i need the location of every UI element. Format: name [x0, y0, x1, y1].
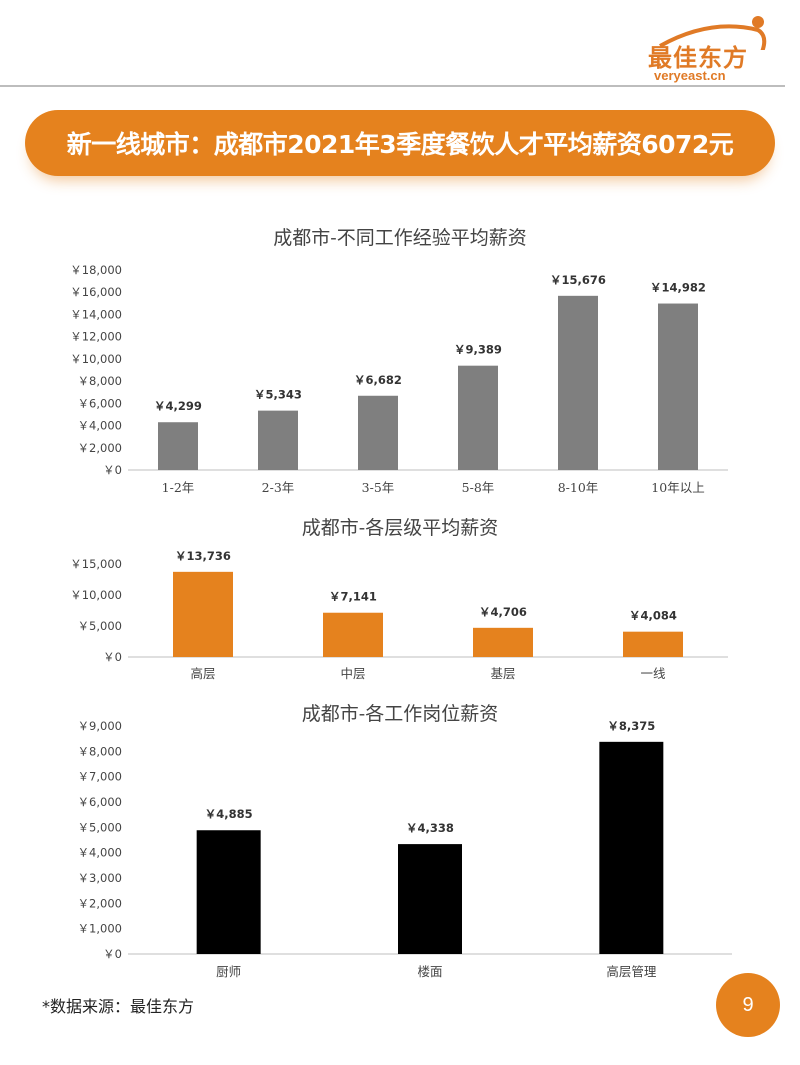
logo-swoosh-icon	[659, 16, 767, 50]
y-tick-label: ￥10,000	[70, 588, 122, 602]
headline-banner: 新一线城市：成都市2021年3季度餐饮人才平均薪资6072元	[25, 110, 775, 176]
y-tick-label: ￥18,000	[70, 263, 122, 277]
bar	[196, 830, 261, 954]
bar	[173, 571, 233, 657]
y-tick-label: ￥12,000	[70, 330, 122, 344]
bar	[599, 741, 664, 954]
chart-title: 成都市-不同工作经验平均薪资	[273, 227, 526, 249]
y-tick-label: ￥2,000	[78, 896, 122, 910]
x-category-label: 中层	[340, 666, 365, 681]
x-category-label: 5-8年	[462, 480, 495, 495]
y-tick-label: ￥6,000	[78, 795, 122, 809]
data-label: ￥6,682	[354, 373, 402, 387]
chart-title: 成都市-各工作岗位薪资	[302, 703, 498, 725]
x-category-label: 1-2年	[162, 480, 195, 495]
data-label: ￥4,084	[629, 609, 677, 623]
y-tick-label: ￥3,000	[78, 871, 122, 885]
bar	[658, 303, 698, 470]
data-label: ￥4,338	[406, 821, 454, 835]
bar	[623, 631, 683, 657]
data-label: ￥15,676	[550, 273, 606, 287]
y-tick-label: ￥0	[103, 947, 122, 961]
y-tick-label: ￥7,000	[78, 770, 122, 784]
y-tick-label: ￥2,000	[78, 441, 122, 455]
x-category-label: 高层管理	[606, 964, 657, 979]
y-tick-label: ￥16,000	[70, 285, 122, 299]
y-tick-label: ￥5,000	[78, 619, 122, 633]
chart-experience-salary: 成都市-不同工作经验平均薪资 ￥0 ￥2,000 ￥4,000 ￥6,000 ￥8,000…	[70, 227, 728, 495]
x-category-label: 楼面	[417, 964, 442, 979]
bar	[158, 422, 198, 470]
y-tick-label: ￥4,000	[78, 846, 122, 860]
y-tick-label: ￥9,000	[78, 719, 122, 733]
bar	[458, 365, 498, 470]
bar	[473, 627, 533, 657]
chart-position-salary: 成都市-各工作岗位薪资 ￥0 ￥1,000 ￥2,000 ￥3,000 ￥4,000 ￥5,…	[78, 703, 732, 979]
chart-level-salary: 成都市-各层级平均薪资 ￥0 ￥5,000 ￥10,000 ￥15,000 ￥13,736…	[70, 517, 728, 681]
data-label: ￥5,343	[254, 388, 302, 402]
logo-text-cn: 最佳东方	[648, 44, 748, 72]
x-category-label: 8-10年	[558, 480, 599, 495]
brand-logo: 最佳东方 veryeast.cn	[640, 10, 780, 83]
data-label: ￥13,736	[175, 549, 231, 563]
data-label: ￥4,885	[205, 807, 253, 821]
y-tick-label: ￥0	[103, 650, 122, 664]
bar	[323, 612, 383, 657]
logo-text-en: veryeast.cn	[654, 68, 726, 83]
y-tick-label: ￥1,000	[78, 922, 122, 936]
x-category-label: 厨师	[216, 964, 241, 979]
data-label: ￥4,706	[479, 605, 527, 619]
chart-title: 成都市-各层级平均薪资	[302, 517, 498, 539]
y-tick-label: ￥0	[103, 463, 122, 477]
bar	[558, 295, 598, 470]
bar	[398, 844, 462, 954]
x-category-label: 3-5年	[362, 480, 395, 495]
y-tick-label: ￥4,000	[78, 419, 122, 433]
bar	[358, 395, 398, 470]
data-label: ￥8,375	[607, 719, 655, 733]
x-category-label: 基层	[490, 666, 515, 681]
header-divider	[0, 85, 785, 87]
data-label: ￥9,389	[454, 343, 502, 357]
x-category-label: 10年以上	[651, 480, 704, 495]
data-source-note: *数据来源：最佳东方	[42, 997, 195, 1016]
headline-text: 新一线城市：成都市2021年3季度餐饮人才平均薪资6072元	[66, 130, 734, 159]
x-category-label: 一线	[640, 666, 666, 681]
page-number: 9	[716, 973, 780, 1037]
y-tick-label: ￥10,000	[70, 352, 122, 366]
y-tick-label: ￥5,000	[78, 820, 122, 834]
y-tick-label: ￥8,000	[78, 374, 122, 388]
bar	[258, 410, 298, 470]
x-category-label: 高层	[190, 666, 215, 681]
data-label: ￥7,141	[329, 590, 377, 604]
x-category-label: 2-3年	[262, 480, 295, 495]
data-label: ￥14,982	[650, 281, 706, 295]
data-label: ￥4,299	[154, 399, 202, 413]
y-tick-label: ￥6,000	[78, 396, 122, 410]
y-tick-label: ￥15,000	[70, 557, 122, 571]
y-tick-label: ￥8,000	[78, 744, 122, 758]
y-tick-label: ￥14,000	[70, 307, 122, 321]
